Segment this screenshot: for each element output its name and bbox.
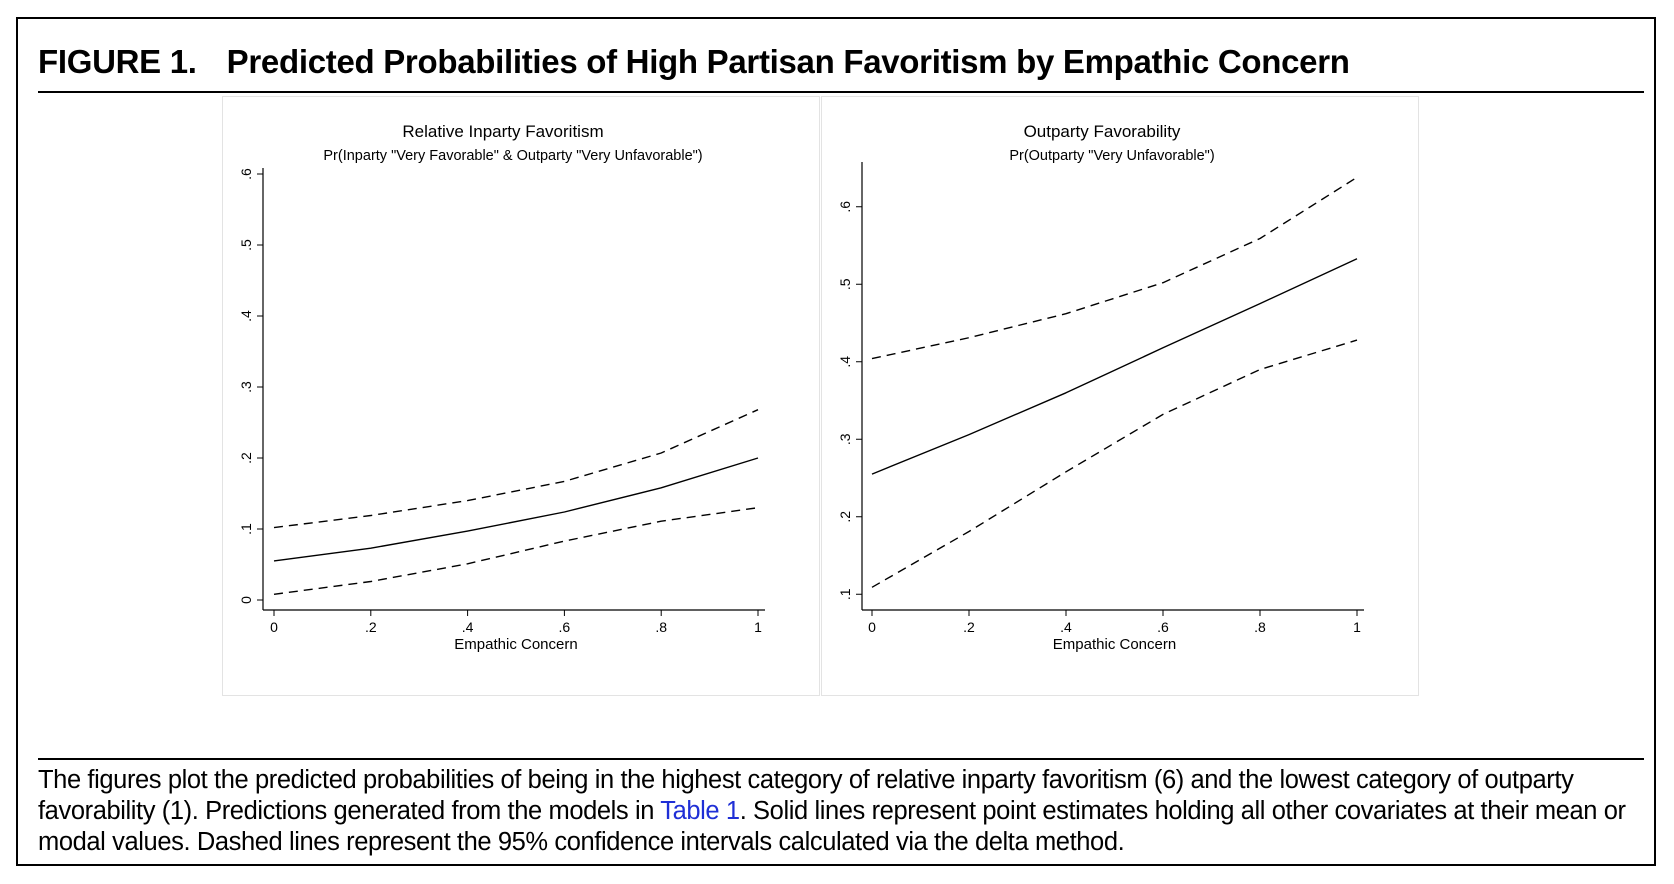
x-tick-label: 1 xyxy=(1353,619,1361,635)
chart-panel-relative-inparty: Relative Inparty Favoritism Pr(Inparty "V… xyxy=(222,96,820,696)
chart-title: Outparty Favorability xyxy=(1024,122,1181,141)
caption-text-start: The figures plot the predicted probabili… xyxy=(38,766,1574,825)
y-tick-label: .5 xyxy=(238,239,254,251)
y-tick-label: .4 xyxy=(837,356,853,368)
chart-relative-inparty: Relative Inparty Favoritism Pr(Inparty "V… xyxy=(238,122,765,653)
y-tick-label: .6 xyxy=(238,168,254,180)
x-axis-label: Empathic Concern xyxy=(1053,636,1176,653)
chart-subtitle: Pr(Outparty "Very Unfavorable") xyxy=(1009,148,1214,164)
y-tick-label: .1 xyxy=(837,588,853,600)
figure-label: FIGURE 1. xyxy=(38,43,197,80)
x-tick-label: .6 xyxy=(1157,619,1169,635)
y-tick-label: .3 xyxy=(837,433,853,445)
x-tick-label: 0 xyxy=(270,619,278,635)
x-tick-label: .2 xyxy=(963,619,975,635)
series-line-upper xyxy=(273,409,759,529)
caption-rule xyxy=(38,758,1644,760)
x-axis-label: Empathic Concern xyxy=(454,636,577,653)
y-tick-label: .4 xyxy=(238,310,254,322)
y-tick-label: .6 xyxy=(837,201,853,213)
series-line-estimate xyxy=(273,457,759,562)
figure-title: FIGURE 1. Predicted Probabilities of High… xyxy=(38,43,1350,81)
series-line-estimate xyxy=(871,258,1358,475)
x-tick-label: .4 xyxy=(1060,619,1072,635)
y-tick-label: .5 xyxy=(837,278,853,290)
figure-caption: The figures plot the predicted probabili… xyxy=(38,765,1646,858)
caption-text-end: . Solid lines represent point estimates … xyxy=(38,797,1626,856)
x-tick-label: .6 xyxy=(559,619,571,635)
y-tick-label: .3 xyxy=(238,381,254,393)
y-tick-label: .1 xyxy=(238,523,254,535)
chart-title: Relative Inparty Favoritism xyxy=(402,122,603,141)
x-tick-label: 1 xyxy=(754,619,762,635)
y-tick-label: 0 xyxy=(238,596,254,604)
series-line-lower xyxy=(273,507,759,595)
chart-outparty: Outparty Favorability Pr(Outparty "Very U… xyxy=(837,122,1364,653)
y-tick-label: .2 xyxy=(837,511,853,523)
series-line-lower xyxy=(871,339,1358,588)
x-tick-label: .2 xyxy=(365,619,377,635)
x-tick-label: .4 xyxy=(462,619,474,635)
x-tick-label: .8 xyxy=(1254,619,1266,635)
table-1-link[interactable]: Table 1 xyxy=(660,797,740,825)
x-tick-label: .8 xyxy=(655,619,667,635)
title-rule xyxy=(38,91,1644,93)
x-tick-label: 0 xyxy=(868,619,876,635)
figure-title-text: Predicted Probabilities of High Partisan… xyxy=(226,43,1350,80)
y-tick-label: .2 xyxy=(238,452,254,464)
chart-panel-outparty: Outparty Favorability Pr(Outparty "Very U… xyxy=(821,96,1419,696)
figure-frame: FIGURE 1. Predicted Probabilities of High… xyxy=(16,17,1656,866)
series-line-upper xyxy=(871,176,1358,360)
chart-subtitle: Pr(Inparty "Very Favorable" & Outparty "… xyxy=(323,148,702,164)
